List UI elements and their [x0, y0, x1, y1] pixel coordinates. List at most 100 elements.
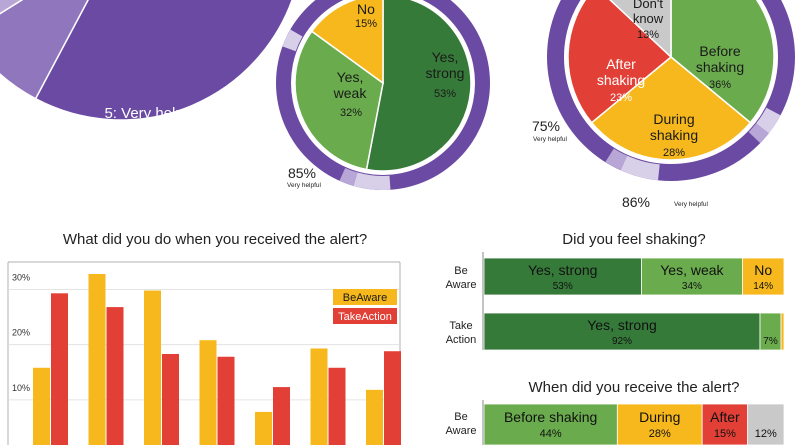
segment-label: After — [710, 409, 740, 425]
pie-label: know — [633, 11, 664, 26]
pie-slice-very-helpful — [34, 0, 293, 121]
bar-beaware — [255, 411, 272, 445]
pie-label: Yes, — [432, 49, 459, 65]
ring-segment — [353, 172, 391, 190]
bar-takeaction — [106, 307, 124, 445]
bar-beaware — [33, 367, 50, 445]
bar-segment — [701, 403, 749, 445]
segment-label: Before shaking — [504, 409, 597, 425]
pie-slice — [567, 0, 673, 124]
segment-label: During — [639, 409, 680, 425]
bar-segment — [780, 312, 785, 351]
pie-value: 36% — [709, 79, 731, 91]
ring-segment — [756, 107, 781, 134]
pie-value: 28% — [663, 147, 685, 159]
bar-beaware — [366, 389, 383, 445]
bar-segment — [742, 257, 785, 296]
bar-segment — [483, 257, 642, 296]
pie-label: shaking — [650, 127, 698, 143]
ring-caption: Very helpful — [533, 136, 568, 143]
segment-value: 28% — [649, 428, 671, 440]
row-label: Action — [446, 334, 477, 346]
pie-label: Don't — [633, 0, 663, 11]
pie-slice — [609, 0, 672, 59]
legend-label: BeAware — [343, 292, 387, 304]
pie-label: strong — [426, 65, 465, 81]
bar-beaware — [199, 340, 217, 445]
row-label: Aware — [446, 425, 477, 437]
row-label: Be — [454, 265, 467, 277]
segment-label: Yes, strong — [587, 317, 657, 333]
chart-title: When did you receive the alert? — [529, 379, 740, 396]
ring-segment — [605, 148, 628, 171]
pie-slice — [0, 0, 89, 100]
bar-segment — [641, 257, 743, 296]
bar-segment — [747, 403, 785, 445]
pie-value: 13% — [637, 29, 659, 41]
row-label: Take — [449, 320, 472, 332]
bar-beaware — [88, 274, 106, 445]
segment-value: 7% — [763, 336, 778, 347]
row-label: Aware — [446, 279, 477, 291]
bar-segment — [483, 312, 761, 351]
bar-takeaction — [273, 387, 290, 445]
segment-value: 92% — [612, 336, 632, 347]
chart-title: Did you feel shaking? — [562, 231, 705, 248]
bar-takeaction — [217, 356, 235, 445]
pie-slice — [294, 30, 384, 171]
segment-label: Yes, weak — [660, 262, 724, 278]
pie-slice — [590, 56, 752, 161]
ring-percent: 86% — [622, 194, 650, 210]
ring-segment — [339, 167, 358, 186]
segment-value: 53% — [553, 281, 573, 292]
legend-swatch-takeaction — [333, 308, 397, 324]
ring-percent: 75% — [532, 118, 560, 134]
segment-label: Yes, strong — [528, 262, 598, 278]
ring-caption: Very helpful — [674, 201, 709, 208]
ring-caption: Very helpful — [287, 182, 322, 189]
pie-slice — [365, 0, 472, 172]
y-tick-label: 20% — [12, 328, 30, 338]
pie-slice — [670, 0, 775, 124]
pie-value: 85% — [141, 125, 163, 137]
bar-segment — [616, 403, 703, 445]
pie-value: 15% — [355, 18, 377, 30]
bar-takeaction — [162, 353, 179, 445]
segment-value: 15% — [714, 428, 736, 440]
pie-label: No — [357, 1, 375, 17]
ring-segment — [620, 155, 660, 181]
chart-title: What did you do when you received the al… — [63, 231, 367, 248]
bar-beaware — [144, 290, 161, 445]
pie-label: 5: Very helpful — [104, 105, 199, 122]
segment-value: 14% — [753, 281, 773, 292]
pie-value: 23% — [610, 92, 632, 104]
pie-label: shaking — [696, 59, 744, 75]
pie-label: Yes, — [337, 69, 364, 85]
segment-label: No — [754, 262, 772, 278]
segment-value: 34% — [682, 281, 702, 292]
pie-label: weak — [333, 85, 368, 101]
y-tick-label: 30% — [12, 273, 30, 283]
ring-segment — [748, 123, 769, 144]
ring-percent: 85% — [288, 165, 316, 181]
pie-label: Before — [699, 43, 740, 59]
pie-label: During — [653, 111, 694, 127]
y-tick-label: 10% — [12, 383, 30, 393]
legend-label: TakeAction — [338, 311, 392, 323]
legend-swatch-beaware — [333, 289, 397, 305]
bar-takeaction — [328, 367, 346, 445]
segment-value: 44% — [540, 428, 562, 440]
pie-value: 53% — [434, 88, 456, 100]
bar-takeaction — [384, 351, 401, 445]
bar-beaware — [310, 348, 328, 445]
ring-segment — [282, 29, 303, 52]
pie-label: After — [606, 56, 636, 72]
pie-value: 32% — [340, 107, 362, 119]
pie-slice — [0, 0, 24, 15]
bar-segment — [483, 403, 618, 445]
pie-slice — [310, 0, 384, 85]
bar-takeaction — [51, 293, 68, 445]
pie-label: shaking — [597, 72, 645, 88]
segment-value: 12% — [755, 428, 777, 440]
